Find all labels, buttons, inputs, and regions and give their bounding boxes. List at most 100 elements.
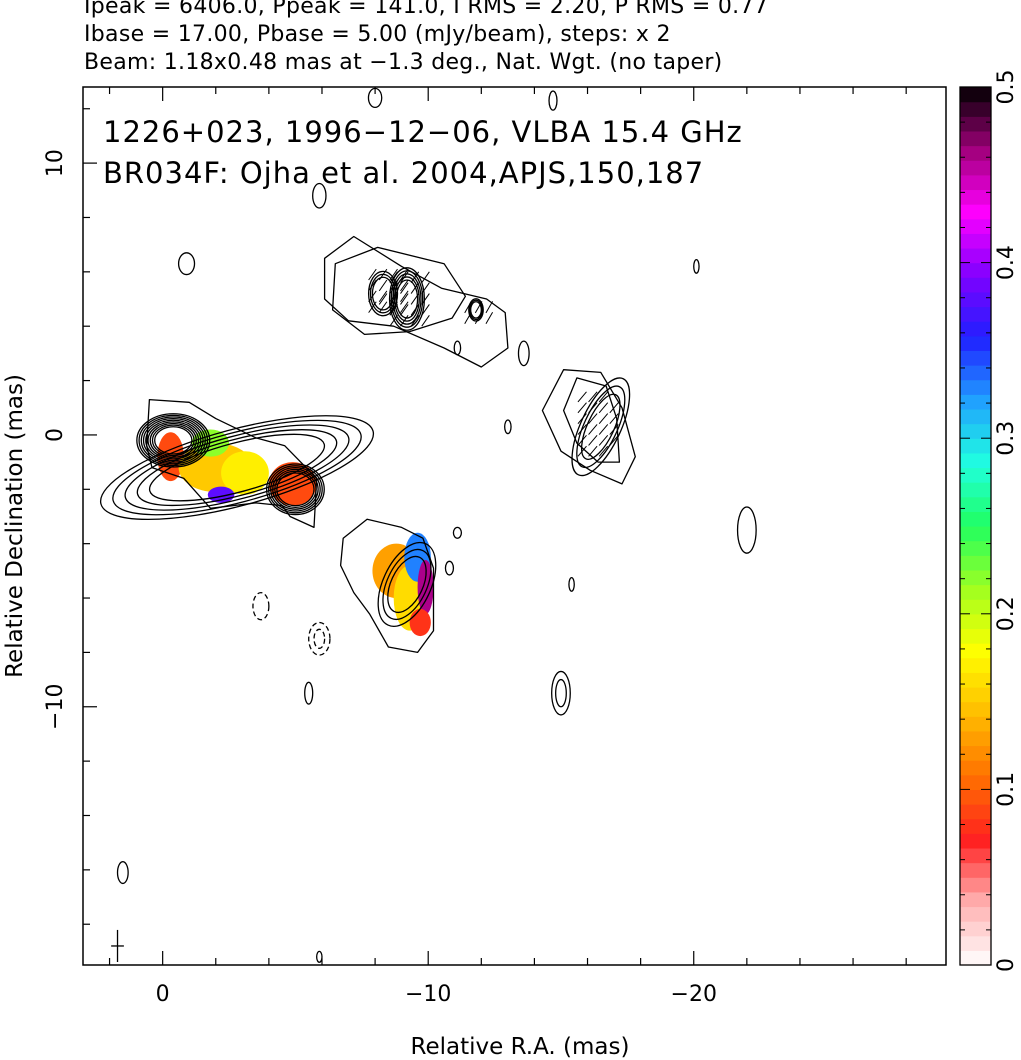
intensity-contour — [541, 369, 636, 485]
intensity-contour — [124, 424, 350, 511]
intensity-contour-layer — [99, 87, 757, 963]
chart-title: 1226+023, 1996−12−06, VLBA 15.4 GHz — [103, 115, 743, 149]
intensity-contour — [148, 433, 326, 502]
evpa-vector — [410, 315, 420, 327]
intensity-contour — [339, 518, 435, 654]
evpa-vector — [400, 301, 409, 313]
evpa-vector — [464, 301, 472, 314]
intensity-contour — [388, 267, 426, 331]
colorbar-segment — [960, 657, 991, 673]
evpa-vector — [389, 301, 398, 313]
evpa-vector — [421, 282, 430, 294]
noise-contour — [444, 560, 455, 576]
colorbar-segment — [960, 599, 991, 615]
colorbar-segment — [960, 511, 991, 527]
evpa-vector — [577, 391, 587, 403]
evpa-vector — [378, 301, 388, 313]
colorbar-tick-label: 0.1 — [994, 772, 1019, 807]
noise-contour — [736, 506, 757, 554]
negative-contour — [313, 628, 326, 649]
evpa-vector — [588, 413, 598, 425]
evpa-vector — [400, 293, 409, 305]
evpa-vector — [400, 304, 409, 316]
colorbar-segment — [960, 335, 991, 351]
colorbar-segment — [960, 891, 991, 908]
noise-contour — [452, 526, 463, 539]
intensity-contour — [112, 419, 362, 516]
intensity-contour — [147, 421, 200, 460]
intensity-contour — [274, 470, 317, 509]
evpa-vector — [389, 315, 398, 327]
header-line-1: Ipeak = 6406.0, Ppeak = 141.0, I RMS = 2… — [84, 0, 769, 19]
colorbar-segment — [960, 482, 991, 498]
intensity-contour — [265, 463, 325, 516]
noise-contour — [555, 678, 567, 708]
evpa-vector — [368, 301, 377, 313]
noise-contour — [312, 182, 327, 209]
polarization-fill-layer — [157, 429, 434, 637]
colorbar-segment — [960, 145, 991, 161]
evpa-vector — [400, 282, 409, 294]
chart-subtitle: BR034F: Ojha et al. 2004,APJS,150,187 — [103, 156, 704, 190]
evpa-vector — [389, 293, 398, 305]
header-line-2: Ibase = 17.00, Pbase = 5.00 (mJy/beam), … — [84, 22, 671, 47]
intensity-contour — [323, 235, 509, 368]
evpa-vector — [577, 434, 587, 446]
intensity-contour — [142, 417, 204, 463]
colorbar-segment — [960, 160, 991, 176]
evpa-vector — [598, 445, 609, 457]
evpa-vector — [378, 290, 388, 303]
colorbar-segment — [960, 569, 991, 586]
evpa-vector — [400, 268, 409, 281]
colorbar-segment — [960, 847, 991, 864]
intensity-contour — [272, 468, 319, 510]
evpa-vector — [609, 434, 619, 446]
evpa-vector — [577, 402, 587, 414]
y-tick-label: 10 — [43, 149, 68, 177]
evpa-vector — [368, 279, 377, 292]
colorbar-segment — [960, 789, 991, 805]
evpa-vector — [588, 402, 598, 414]
axis-ticks: 0 −10 −20 10 0 −10 — [43, 87, 907, 1007]
colorbar-segment — [960, 716, 991, 732]
colorbar-segment — [960, 233, 991, 249]
noise-contour — [453, 340, 462, 356]
colorbar-tick-label: 0.4 — [994, 245, 1019, 280]
polarization-patch — [409, 608, 431, 637]
evpa-vector — [598, 391, 609, 403]
colorbar-tick-label: 0.2 — [994, 596, 1019, 631]
evpa-vector — [588, 434, 598, 446]
y-tick-label: −10 — [43, 684, 68, 730]
noise-contour — [504, 419, 512, 435]
evpa-vector — [609, 424, 619, 435]
evpa-vector — [368, 268, 377, 281]
colorbar-segment — [960, 452, 991, 469]
evpa-vector — [598, 434, 609, 446]
colorbar-segment — [960, 379, 991, 395]
colorbar-segment — [960, 950, 991, 966]
intensity-contour — [393, 276, 420, 322]
intensity-contour — [268, 465, 323, 514]
colorbar-segment — [960, 643, 991, 659]
evpa-vector — [410, 282, 420, 294]
evpa-vector — [485, 301, 494, 314]
colorbar-segment — [960, 526, 991, 542]
colorbar-segment — [960, 774, 991, 790]
intensity-contour — [470, 301, 482, 319]
evpa-vector — [598, 424, 609, 435]
colorbar-segment — [960, 262, 991, 278]
evpa-vector — [400, 315, 409, 327]
colorbar-segment — [960, 218, 991, 234]
evpa-vector — [577, 445, 587, 457]
noise-contour — [568, 576, 575, 592]
noise-contour — [548, 90, 558, 111]
colorbar-segment — [960, 686, 991, 703]
intensity-contour — [468, 298, 484, 322]
noise-contour — [551, 670, 571, 716]
evpa-vector — [410, 271, 420, 284]
intensity-contour — [99, 415, 375, 521]
evpa-vector — [389, 282, 398, 294]
evpa-vector — [389, 290, 398, 303]
colorbar-segment — [960, 189, 991, 205]
